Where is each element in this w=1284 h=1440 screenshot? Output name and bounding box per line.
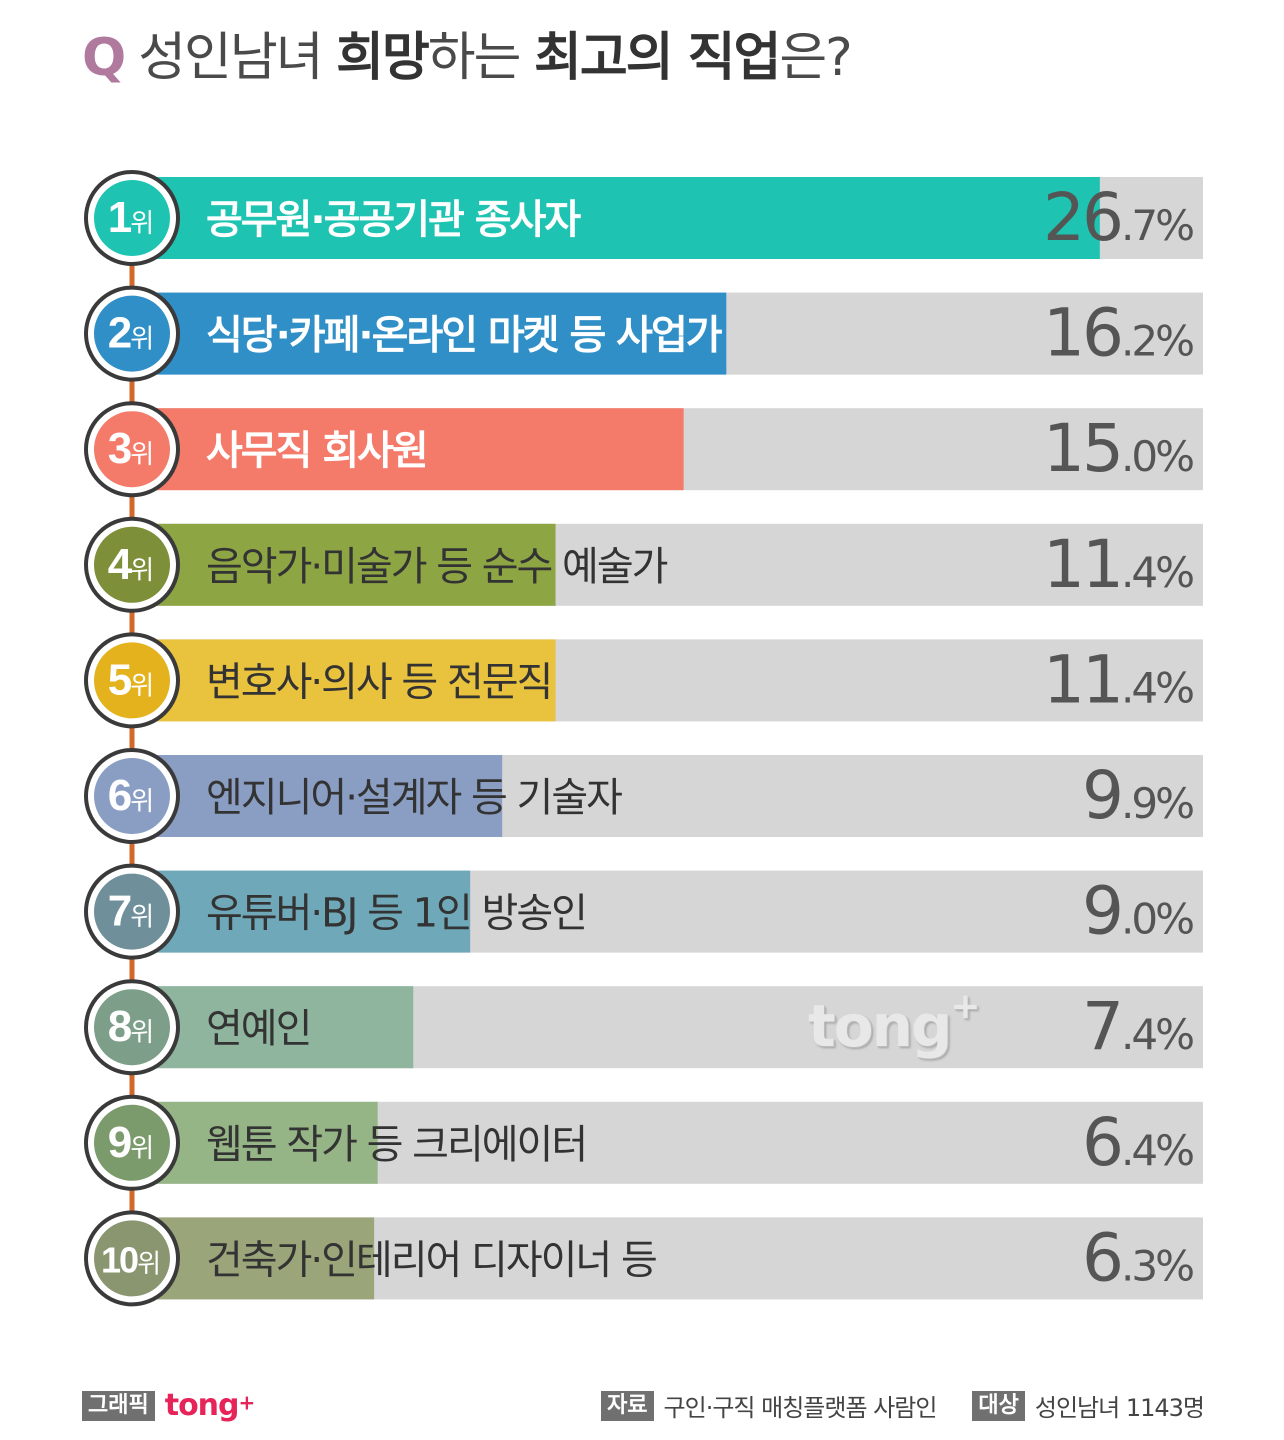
bar-8	[150, 986, 414, 1069]
value-label-10: 6.3%	[1082, 1219, 1193, 1296]
rank-circle-8	[94, 989, 170, 1066]
bar-label-2: 식당·카페·온라인 마켓 등 사업가	[206, 313, 723, 359]
rank-label-9: 9위	[108, 1118, 152, 1167]
value-label-6: 9.9%	[1082, 757, 1193, 834]
brand-logo: tong+	[164, 1388, 256, 1423]
value-label-3: 15.0%	[1043, 410, 1193, 487]
bar-10	[150, 1217, 375, 1300]
value-label-9: 6.4%	[1082, 1104, 1193, 1181]
rank-circle-7	[94, 873, 170, 950]
rank-circle-10	[94, 1220, 170, 1297]
bar-6	[150, 755, 503, 837]
bar-label-7: 유튜버·BJ 등 1인 방송인	[206, 891, 586, 937]
bar-2	[150, 292, 727, 375]
footer: 그래픽 tong+ 자료 구인·구직 매칭플랫폼 사람인 대상 성인남녀 1143명	[82, 1388, 1205, 1423]
title-part-3: 하는	[427, 28, 535, 88]
rank-label-1: 1위	[108, 193, 152, 242]
bar-label-8: 연예인	[206, 1006, 310, 1052]
tong-watermark: tong+	[808, 986, 981, 1060]
rank-label-5: 5위	[108, 655, 152, 704]
bar-4	[150, 523, 556, 606]
title-part-5: 은?	[779, 28, 852, 88]
bar-9	[150, 1101, 378, 1184]
bar-label-6: 엔지니어·설계자 등 기술자	[206, 775, 622, 821]
bar-label-4: 음악가·미술가 등 순수 예술가	[206, 544, 668, 590]
rank-label-6: 6위	[108, 771, 152, 820]
rank-circle-9	[94, 1104, 170, 1181]
rank-circle-5	[94, 642, 170, 719]
bar-label-1: 공무원·공공기관 종사자	[206, 197, 581, 243]
value-label-8: 7.4%	[1082, 988, 1193, 1065]
bar-label-9: 웹툰 작가 등 크리에이터	[206, 1122, 586, 1168]
brand-text: tong	[164, 1388, 240, 1423]
watermark-plus: +	[950, 986, 980, 1027]
rank-circle-2	[94, 295, 170, 372]
source-text: 구인·구직 매칭플랫폼 사람인	[663, 1394, 938, 1422]
bar-label-10: 건축가·인테리어 디자이너 등	[206, 1237, 656, 1283]
question-mark-q: Q	[82, 28, 126, 88]
graphic-tag: 그래픽	[82, 1390, 155, 1421]
source-tag: 자료	[601, 1390, 654, 1421]
rank-label-2: 2위	[108, 309, 152, 358]
bar-1	[150, 177, 1100, 259]
bar-5	[150, 639, 556, 722]
footer-credit: 그래픽 tong+	[82, 1388, 256, 1423]
brand-plus: +	[238, 1390, 256, 1415]
rank-label-3: 3위	[108, 424, 152, 473]
value-label-1: 26.7%	[1043, 179, 1193, 256]
rank-circle-6	[94, 758, 170, 834]
chart-title: Q 성인남녀 희망하는 최고의 직업은?	[82, 18, 853, 98]
bar-label-3: 사무직 회사원	[206, 428, 427, 474]
rank-label-4: 4위	[108, 540, 152, 589]
value-label-5: 11.4%	[1043, 641, 1193, 718]
rank-label-7: 7위	[108, 887, 152, 936]
rank-circle-4	[94, 526, 170, 603]
target-tag: 대상	[972, 1390, 1025, 1421]
value-label-2: 16.2%	[1043, 295, 1193, 372]
target-text: 성인남녀 1143명	[1034, 1394, 1205, 1422]
rank-label-8: 8위	[108, 1002, 152, 1051]
title-part-1: 성인남녀	[138, 28, 337, 88]
rank-circle-3	[94, 411, 170, 488]
value-label-4: 11.4%	[1043, 526, 1193, 603]
bar-7	[150, 870, 471, 953]
rank-label-10: 10위	[101, 1239, 159, 1280]
watermark-text: tong	[808, 992, 952, 1060]
bar-3	[150, 408, 684, 491]
title-part-2: 희망	[336, 28, 430, 88]
rank-circle-1	[94, 180, 170, 256]
value-label-7: 9.0%	[1082, 873, 1193, 950]
footer-source: 자료 구인·구직 매칭플랫폼 사람인 대상 성인남녀 1143명	[601, 1388, 1205, 1423]
title-part-4: 최고의 직업	[534, 28, 781, 88]
bar-label-5: 변호사·의사 등 전문직	[206, 659, 551, 705]
